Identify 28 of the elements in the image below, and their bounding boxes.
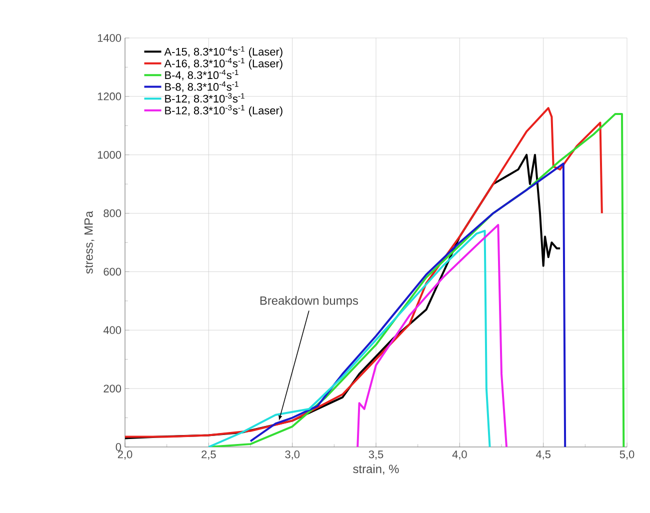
y-tick-label: 1400 — [98, 34, 122, 42]
legend-label: B-12, 8.3*10$^{-3}$s$^{-1}$ — [165, 93, 244, 104]
y-tick-label: 1200 — [98, 92, 122, 100]
x-axis-title: strain, % — [353, 464, 399, 475]
x-tick-label: 4,0 — [452, 450, 467, 460]
x-tick-label: 5,0 — [620, 450, 634, 460]
line-series — [208, 230, 491, 447]
line-series — [125, 107, 603, 438]
y-tick-label: 400 — [103, 326, 122, 334]
y-tick-label: 600 — [104, 268, 122, 276]
annotation: Breakdown bumps — [260, 296, 358, 308]
y-tick-label: 800 — [104, 209, 122, 218]
x-tick-label: 3,0 — [285, 450, 300, 460]
x-tick-label: 4,5 — [536, 450, 550, 460]
line-series — [356, 224, 508, 447]
y-axis-title: stress, MPa — [84, 210, 94, 274]
legend-label: B-8, 8.3*10$^{-4}$s$^{-1}$ — [165, 81, 238, 92]
legend-label: B-4, 8.3*10$^{-4}$s$^{-1}$ — [165, 70, 238, 80]
y-tick-label: 0 — [116, 443, 122, 451]
x-tick-label: 3,5 — [368, 450, 384, 460]
line-series — [250, 162, 566, 447]
legend-label: B-12, 8.3*10$^{-3}$s$^{-1}$ (Laser) — [165, 104, 282, 117]
y-tick-label: 1000 — [98, 150, 122, 159]
x-tick-label: 2,5 — [202, 450, 216, 460]
y-tick-label: 200 — [104, 384, 122, 392]
x-tick-label: 2,0 — [118, 450, 132, 460]
legend-label: A-16, 8.3*10$^{-4}$s$^{-1}$ (Laser) — [164, 58, 282, 70]
legend-label: A-15, 8.3*10$^{-4}$s$^{-1}$ (Laser) — [164, 46, 282, 58]
